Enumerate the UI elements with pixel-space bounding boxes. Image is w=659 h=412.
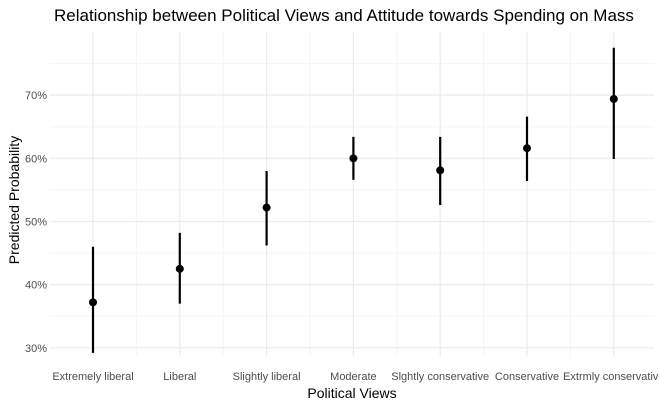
x-axis-title: Political Views — [307, 385, 396, 401]
data-point — [609, 94, 618, 103]
data-point — [436, 166, 445, 175]
data-point — [349, 154, 358, 163]
grid — [50, 32, 654, 356]
marks — [89, 47, 618, 353]
y-axis-title: Predicted Probability — [6, 136, 22, 264]
data-point — [262, 203, 271, 212]
x-tick-label: Liberal — [163, 371, 196, 383]
axis-labels: 30% 40% 50% 60% 70% Extremely liberal Liberal S… — [25, 90, 659, 383]
x-tick-label: Slghtly conservative — [391, 371, 489, 383]
x-tick-label: Extremely liberal — [52, 371, 133, 383]
x-tick-label: Slightly liberal — [233, 371, 301, 383]
data-point — [89, 298, 97, 307]
y-tick-label: 30% — [25, 343, 47, 355]
chart-title: Relationship between Political Views and… — [54, 6, 634, 25]
x-tick-label: Conservative — [495, 371, 559, 383]
y-tick-label: 40% — [25, 280, 47, 292]
data-point — [523, 144, 531, 153]
x-tick-label: Extrmly conservative — [563, 371, 659, 383]
y-tick-label: 70% — [25, 90, 47, 102]
data-point — [175, 264, 184, 273]
y-tick-label: 60% — [25, 153, 47, 165]
x-tick-label: Moderate — [330, 371, 376, 383]
y-tick-label: 50% — [25, 216, 47, 228]
